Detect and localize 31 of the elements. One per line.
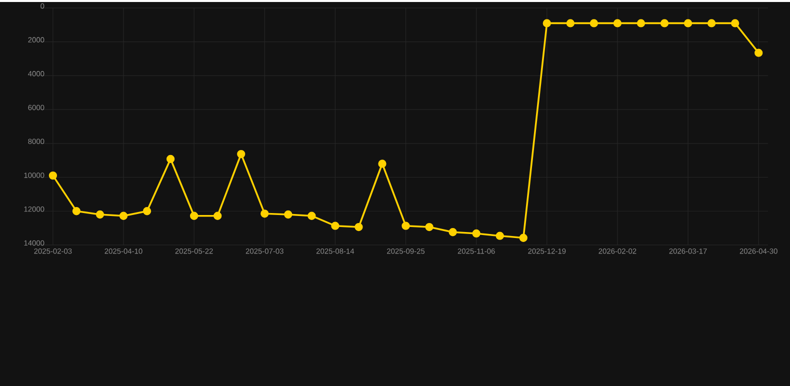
point: [496, 232, 504, 240]
point: [284, 210, 292, 219]
point: [660, 19, 669, 28]
point: [48, 171, 58, 180]
point: [542, 19, 551, 28]
point: [354, 222, 363, 232]
point: [684, 19, 692, 28]
point: [119, 212, 128, 220]
point: [730, 19, 740, 28]
point: [636, 19, 646, 28]
point: [402, 222, 410, 230]
point: [260, 210, 269, 218]
point: [308, 212, 316, 220]
point: [190, 212, 198, 220]
point: [425, 222, 434, 232]
point: [519, 234, 528, 242]
point: [613, 19, 622, 28]
point: [472, 229, 480, 238]
point: [331, 222, 340, 230]
point: [448, 228, 457, 236]
point: [707, 19, 716, 28]
point: [142, 207, 152, 216]
point: [590, 19, 598, 28]
point: [96, 210, 104, 219]
point: [566, 19, 575, 28]
point: [754, 48, 763, 57]
point: [214, 212, 222, 220]
point: [237, 150, 246, 158]
point: [166, 154, 175, 164]
point: [378, 160, 386, 168]
point: [72, 207, 81, 216]
